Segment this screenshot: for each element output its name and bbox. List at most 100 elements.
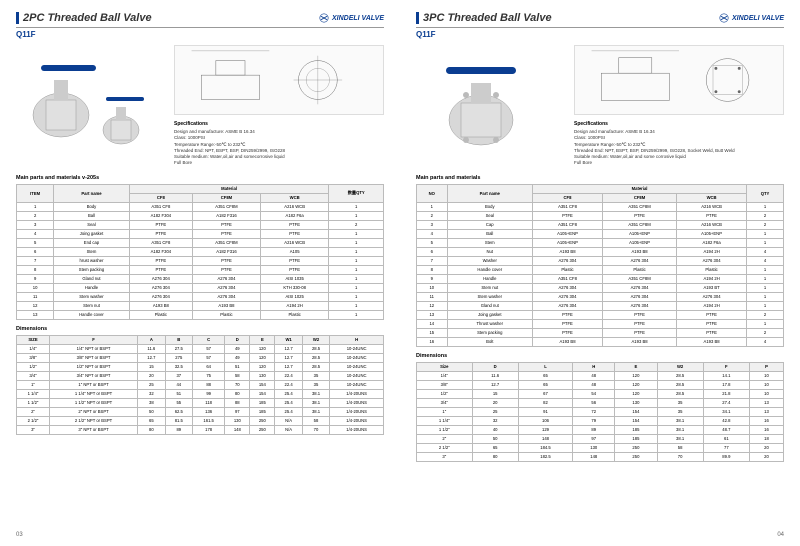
- table-cell: 25: [138, 380, 165, 389]
- table-cell: Washer: [447, 256, 532, 265]
- table-cell: Plastic: [603, 265, 677, 274]
- table-cell: PTFE: [532, 310, 602, 319]
- table-row: 11Stem washerA276 304A276 304AISI 10251: [17, 292, 384, 301]
- table-cell: KTH 330-08: [260, 283, 328, 292]
- table-cell: 1: [747, 301, 784, 310]
- table-cell: 57: [193, 344, 225, 353]
- table-cell: A351 CF8: [532, 274, 602, 283]
- table-cell: 48.7: [703, 425, 749, 434]
- table-cell: A193 B8: [532, 247, 602, 256]
- table-cell: 1: [417, 202, 448, 211]
- table-cell: 54: [573, 389, 615, 398]
- table-cell: 4: [417, 229, 448, 238]
- col-header: D: [472, 362, 518, 371]
- table-cell: A105+ENP: [603, 229, 677, 238]
- valve-photo-icon: [416, 45, 566, 165]
- table-cell: PTFE: [129, 265, 192, 274]
- table-cell: 120: [250, 344, 275, 353]
- table-cell: 1: [329, 256, 384, 265]
- table-cell: 13: [749, 407, 783, 416]
- table-cell: 55: [165, 398, 192, 407]
- table-cell: A351 CF8: [532, 220, 602, 229]
- table-cell: 2: [329, 220, 384, 229]
- table-cell: 11.6: [138, 344, 165, 353]
- table-cell: PTFE: [260, 265, 328, 274]
- col-header: C: [193, 335, 225, 344]
- table-row: 7hrust washerPTFEPTFEPTFE1: [17, 256, 384, 265]
- table-cell: 11: [17, 292, 54, 301]
- table-cell: 1 1/4": [17, 389, 50, 398]
- table-cell: 3/4" NPT or BSPT: [49, 371, 137, 380]
- table-cell: 120: [250, 353, 275, 362]
- table-cell: Handle cover: [54, 310, 129, 319]
- table-cell: 3": [17, 425, 50, 434]
- table-cell: 12: [417, 301, 448, 310]
- col-header: F: [49, 335, 137, 344]
- table-cell: 62.5: [165, 407, 192, 416]
- table-cell: A182 F316: [193, 211, 261, 220]
- table-cell: 21.8: [703, 389, 749, 398]
- table-cell: 38.1: [302, 389, 329, 398]
- table-cell: 88: [193, 380, 225, 389]
- table-cell: PTFE: [129, 256, 192, 265]
- table-cell: hrust washer: [54, 256, 129, 265]
- table-cell: 70: [302, 425, 329, 434]
- table-cell: 35: [302, 371, 329, 380]
- table-cell: 1/4-20UNS: [330, 398, 384, 407]
- table-cell: Nut: [447, 247, 532, 256]
- table-cell: Handle cover: [447, 265, 532, 274]
- table-row: 8Handle coverPlasticPlasticPlastic1: [417, 265, 784, 274]
- table-cell: A182 F304: [129, 211, 192, 220]
- table-cell: 1: [17, 202, 54, 211]
- table-cell: 97: [573, 434, 615, 443]
- table-cell: 118: [193, 398, 225, 407]
- table-cell: 25.4: [275, 398, 302, 407]
- table-row: 3"80182.51482507089.920: [417, 452, 784, 461]
- table-cell: 9: [417, 274, 448, 283]
- table-cell: 3": [417, 452, 473, 461]
- page-number-right: 04: [777, 532, 784, 538]
- table-cell: A216 WCB: [677, 220, 747, 229]
- table-cell: 1 1/2" NPT or BSPT: [49, 398, 137, 407]
- table-cell: 38.1: [657, 416, 703, 425]
- table-cell: 154: [615, 407, 657, 416]
- table-cell: Plastic: [532, 265, 602, 274]
- table-cell: 1" NPT or BSPT: [49, 380, 137, 389]
- page-right: 3PC Threaded Ball Valve XINDELI VALVE Q1…: [400, 0, 800, 546]
- table-cell: A276 304: [603, 301, 677, 310]
- table-cell: 22.4: [275, 380, 302, 389]
- table-cell: Gland nut: [54, 274, 129, 283]
- table-cell: 6: [17, 247, 54, 256]
- table-cell: Joing gasket: [447, 310, 532, 319]
- table-cell: 49: [225, 344, 250, 353]
- table-cell: A351 CF8M: [193, 238, 261, 247]
- table-cell: 72: [573, 407, 615, 416]
- table-cell: 64: [193, 362, 225, 371]
- table-cell: A194 2H: [677, 274, 747, 283]
- table-cell: A193 B8: [603, 247, 677, 256]
- table-cell: 4: [747, 337, 784, 346]
- table-cell: PTFE: [260, 256, 328, 265]
- table-cell: A193 B8: [193, 301, 261, 310]
- table-cell: 275: [165, 353, 192, 362]
- brand-right: XINDELI VALVE: [718, 13, 784, 23]
- table-cell: 10-24UNC: [330, 344, 384, 353]
- table-cell: 161.5: [193, 416, 225, 425]
- table-cell: 6: [417, 247, 448, 256]
- table-cell: 35: [657, 407, 703, 416]
- table-cell: Cap: [447, 220, 532, 229]
- table-cell: 1/4-20UNS: [330, 389, 384, 398]
- table-cell: 38.1: [302, 407, 329, 416]
- table-cell: PTFE: [677, 211, 747, 220]
- table-cell: 3: [17, 220, 54, 229]
- table-row: 13Joing gasketPTFEPTFEPTFE2: [417, 310, 784, 319]
- table-cell: A351 CF8: [129, 202, 192, 211]
- table-cell: A276 304: [532, 301, 602, 310]
- table-cell: 185: [615, 434, 657, 443]
- dim-title-left: Dimensions: [16, 326, 384, 332]
- table-cell: 7: [17, 256, 54, 265]
- table-cell: 2: [747, 211, 784, 220]
- col-header: 数量QTY: [329, 184, 384, 202]
- table-row: 2"501489718538.16118: [417, 434, 784, 443]
- table-cell: 35: [657, 398, 703, 407]
